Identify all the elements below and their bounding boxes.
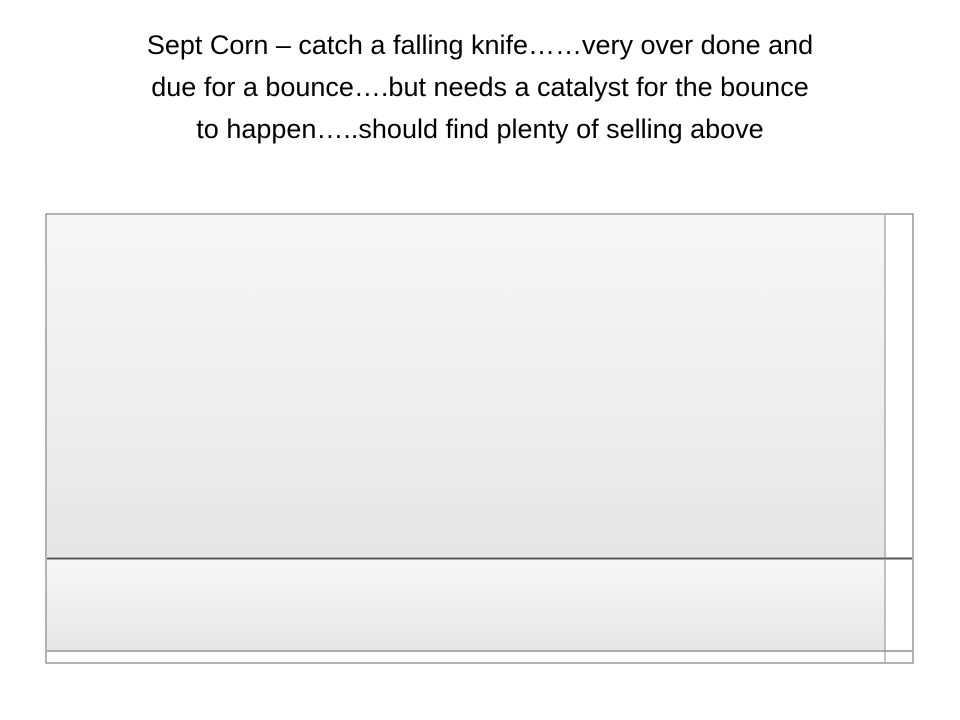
slide-title: Sept Corn – catch a falling knife……very … <box>147 30 813 60</box>
slide-title: to happen…..should find plenty of sellin… <box>196 114 763 144</box>
price-panel <box>47 215 885 557</box>
stoch-panel <box>47 560 885 650</box>
slide-title: due for a bounce….but needs a catalyst f… <box>151 72 808 102</box>
